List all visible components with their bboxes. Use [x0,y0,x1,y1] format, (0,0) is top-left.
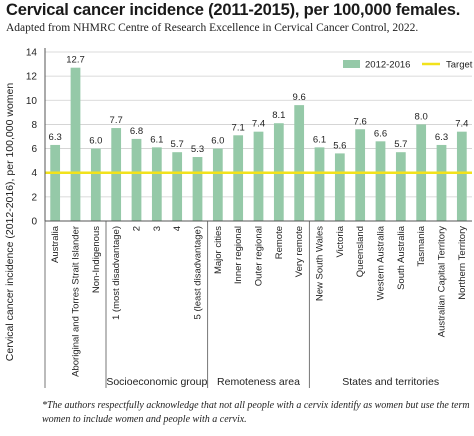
x-tick-label: Major cities [213,226,224,274]
footnote: *The authors respectfully acknowledge th… [42,399,474,427]
data-label: 5.6 [333,140,346,151]
x-tick-label: Non-Indigenous [91,226,102,293]
bar [436,144,447,221]
data-label: 5.7 [394,139,407,150]
bar [131,138,142,221]
x-tick-label: Northern Territory [457,226,468,300]
x-tick-label: Very remote [294,226,305,277]
x-tick-label: Australian Capital Territory [437,226,448,337]
legend: 2012-2016 Target [343,60,473,71]
bars [45,67,472,221]
x-tick-label: Inner regional [233,226,244,284]
data-label: 6.3 [435,132,448,143]
bar-chart: 6.3 12.7 6.0 7.7 6.8 6.1 5.7 5.3 6.0 7.1 7.4 8.1 9.6… [4,48,473,388]
x-tick-label: 5 (least disadvantage) [193,226,204,319]
data-label: 7.4 [455,119,468,130]
legend-label-series: 2012-2016 [365,60,410,71]
y-tick-label: 0 [31,217,37,228]
data-label: 6.1 [150,134,163,145]
bar [375,141,386,221]
y-tick-label: 8 [31,120,37,131]
x-tick-label: 1 (most disadvantage) [111,226,122,320]
x-tick-label: 3 [152,226,163,231]
group-label: Remoteness area [217,376,300,388]
bar [456,131,467,221]
data-label: 6.3 [49,132,62,143]
bar [151,147,162,221]
bar [355,129,366,221]
legend-swatch-series [343,60,360,68]
data-label: 6.8 [130,126,143,137]
x-tick-label: 2 [132,226,143,231]
data-label: 12.7 [66,55,85,66]
y-tick-label: 12 [26,72,38,83]
data-label: 8.1 [272,110,285,121]
data-label: 7.4 [252,119,265,130]
bar [334,153,345,221]
bar [253,131,264,221]
x-tick-label: Aboriginal and Torres Strait Islander [71,226,82,377]
data-label: 6.1 [313,134,326,145]
chart-title: Cervical cancer incidence (2011-2015), p… [6,1,461,19]
group-label: Socioeconomic group [106,376,207,388]
bar [395,152,406,221]
bar [233,135,244,221]
x-tick-label: 4 [172,226,183,231]
data-label: 7.7 [110,115,123,126]
x-tick-label: South Australia [396,225,407,290]
y-tick-label: 4 [31,168,37,179]
bar [192,157,203,221]
data-label: 5.3 [191,144,204,155]
bar [111,128,122,221]
footnote-line-1: *The authors respectfully acknowledge th… [42,400,470,411]
x-tick-label: Victoria [335,225,346,257]
group-label: States and territories [342,376,439,388]
bar [50,144,61,221]
data-label: 6.0 [89,136,102,147]
y-tick-label: 14 [26,48,38,59]
data-label: 6.0 [211,136,224,147]
y-tick-label: 6 [31,144,37,155]
chart-subtitle: Adapted from NHMRC Centre of Research Ex… [6,22,419,34]
data-label: 7.1 [232,122,245,133]
y-tick-label: 2 [31,192,37,203]
y-axis-title: Cervical cancer incidence (2012-2016), p… [4,83,16,362]
axes: 0 2 4 6 8 10 12 14 Australia Aboriginal and Torre… [4,48,472,388]
legend-label-target: Target [446,60,473,71]
bar [90,148,101,221]
data-label: 6.6 [374,128,387,139]
data-label: 5.7 [171,139,184,150]
bar [314,147,325,221]
x-tick-label: Western Australia [376,225,387,300]
x-tick-label: Tasmania [416,225,427,266]
data-label: 8.0 [415,111,428,122]
data-label: 7.6 [354,116,367,127]
data-labels: 6.3 12.7 6.0 7.7 6.8 6.1 5.7 5.3 6.0 7.1 7.4 8.1 9.6… [49,55,469,155]
x-tick-label: Australia [50,225,61,263]
x-tick-label: Queensland [355,226,366,277]
data-label: 9.6 [293,92,306,103]
bar [172,152,183,221]
footnote-line-2: women to include women and people with a… [42,414,247,425]
x-tick-label: New South Wales [315,226,326,301]
bar [212,148,223,221]
bar [294,105,305,221]
y-tick-label: 10 [26,96,38,107]
bar [70,67,81,221]
x-tick-label: Remote [274,226,285,259]
x-tick-label: Outer regional [254,226,265,286]
